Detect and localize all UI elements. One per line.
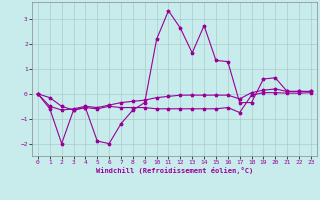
X-axis label: Windchill (Refroidissement éolien,°C): Windchill (Refroidissement éolien,°C) [96,167,253,174]
